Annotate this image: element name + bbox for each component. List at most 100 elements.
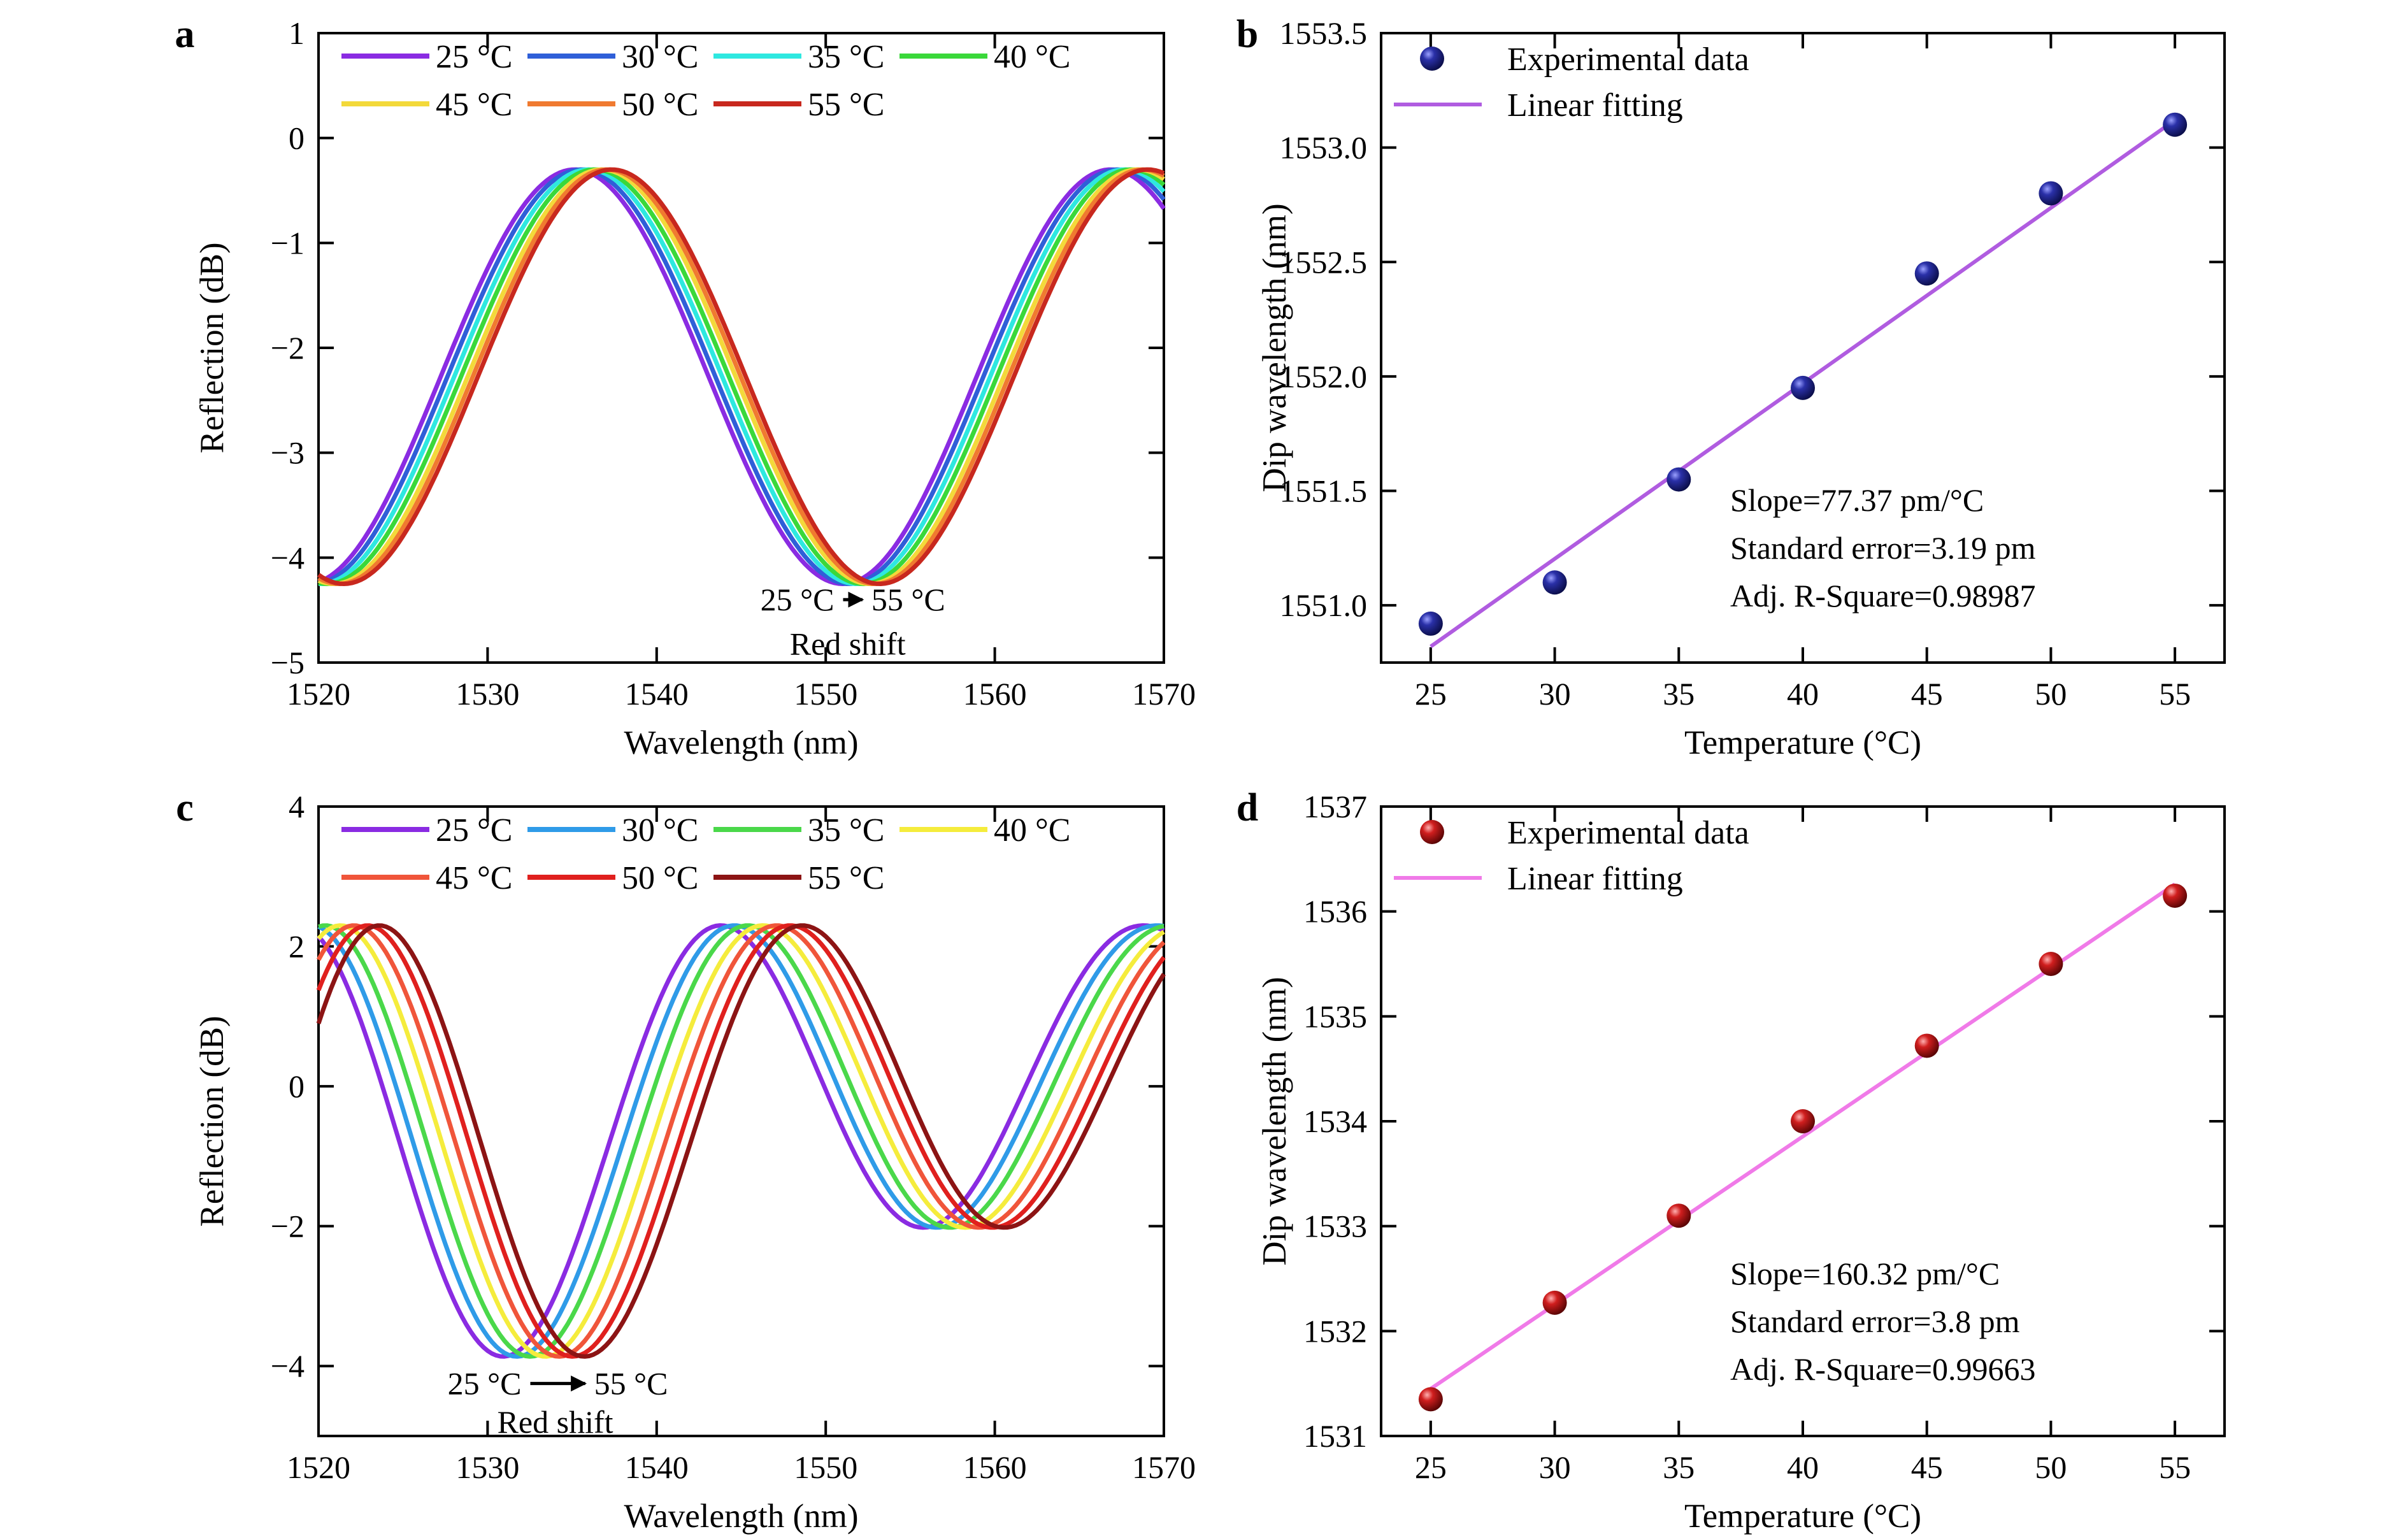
y-tick-label: −4 [271,1348,305,1384]
legend-label: 25 °C [436,39,512,75]
legend-label: 55 °C [808,860,884,896]
x-tick-label: 25 [1415,1449,1447,1485]
legend-marker [1420,47,1444,71]
data-point [2039,181,2063,206]
x-tick-label: 45 [1911,1449,1943,1485]
series-line-35c [319,167,1166,586]
data-point [1666,1203,1691,1228]
x-tick-label: 40 [1787,1449,1819,1485]
shift-end-label: 55 °C [594,1366,668,1402]
y-tick-label: 1533 [1303,1209,1367,1244]
fit-stats-line: Standard error=3.19 pm [1730,530,2036,566]
y-axis-title: Dip wavelength (nm) [1256,203,1293,492]
series-line-50c [317,167,1165,586]
y-tick-label: −3 [271,435,305,471]
y-axis-title: Reflection (dB) [194,242,231,453]
y-tick-label: 2 [289,929,305,965]
data-point [1791,1109,1815,1133]
legend-label: 50 °C [622,860,698,896]
panel-letter: b [1236,13,1258,56]
y-tick-label: 1532 [1303,1313,1367,1349]
y-tick-label: 1553.5 [1280,15,1368,51]
panel-d: d 25 30 35 40 45 50 55 1531 1532 1533 1534 1535 1536 1… [1236,786,2226,1535]
y-tick-label: 1551.5 [1280,473,1368,509]
x-axis-title: Temperature (°C) [1684,724,1921,761]
x-tick-label: 25 [1415,676,1447,712]
y-tick-label: −5 [271,645,305,680]
data-point [1542,1290,1567,1315]
y-axis-title: Reflection (dB) [194,1016,231,1226]
legend-label-fit: Linear fitting [1507,861,1683,897]
y-tick-label: 0 [289,1068,305,1104]
y-tick-label: −2 [271,1209,305,1244]
y-tick-label: −2 [271,330,305,366]
y-tick-label: 1552.0 [1280,359,1368,394]
x-tick-label: 1540 [625,676,689,712]
legend-label: 55 °C [808,87,884,123]
panel-a: a 1520 1530 1540 1550 1560 1570 −5 −4 −3 −2 −1 0 1 Wav… [175,13,1196,761]
data-point [1791,375,1815,400]
x-tick-label: 35 [1663,1449,1695,1485]
y-tick-label: 1536 [1303,894,1367,929]
x-tick-label: 1560 [963,1449,1027,1485]
x-tick-label: 1560 [963,676,1027,712]
shift-end-label: 55 °C [871,582,945,617]
data-point [1914,261,1939,286]
x-tick-label: 45 [1911,676,1943,712]
data-point [1542,570,1567,595]
y-tick-label: 1 [289,15,305,51]
data-point [2163,883,2188,908]
plot-area-frame [317,805,1165,1437]
x-tick-label: 1550 [794,676,857,712]
y-tick-label: 0 [289,120,305,156]
legend-label: 35 °C [808,39,884,75]
legend-label: 45 °C [436,860,512,896]
x-axis-title: Wavelength (nm) [624,724,858,761]
x-tick-label: 1530 [455,1449,519,1485]
series-line-40c [317,923,1165,1359]
y-tick-label: 1534 [1303,1103,1367,1139]
legend-marker [1420,820,1444,844]
x-tick-label: 35 [1663,676,1695,712]
series-line-25c [317,167,1166,586]
y-tick-label: 1553.0 [1280,130,1368,166]
legend-label-fit: Linear fitting [1507,87,1683,124]
x-tick-label: 1530 [455,676,519,712]
data-point [2163,112,2188,137]
panel-b: b 25 30 35 40 45 50 55 1551.0 1551.5 1552.0 1552.5 1… [1236,13,2226,761]
legend-label: 35 °C [808,812,884,849]
x-tick-label: 50 [2035,1449,2067,1485]
legend-label: 30 °C [622,39,698,75]
legend-label: 40 °C [994,39,1070,75]
data-point [1666,467,1691,492]
panel-letter: d [1236,786,1258,829]
x-tick-label: 1520 [287,1449,350,1485]
legend-label: 45 °C [436,87,512,123]
y-tick-label: 4 [289,789,305,824]
data-point [1914,1033,1939,1058]
plot-area-frame [1380,32,2226,664]
shift-start-label: 25 °C [761,582,835,617]
y-tick-label: 1535 [1303,998,1367,1034]
x-tick-label: 50 [2035,676,2067,712]
panel-letter: c [176,786,194,829]
series-line-55c [317,167,1165,586]
legend-label: 25 °C [436,812,512,849]
y-axis-title: Dip wavelength (nm) [1256,977,1293,1265]
fit-stats-line: Standard error=3.8 pm [1730,1303,2020,1339]
fit-stats-line: Slope=77.37 pm/°C [1730,482,1984,518]
y-tick-label: 1531 [1303,1418,1367,1454]
y-tick-label: 1537 [1303,789,1367,824]
x-tick-label: 1570 [1132,1449,1196,1485]
fit-stats-line: Slope=160.32 pm/°C [1730,1256,2000,1291]
series-line-30c [317,923,1165,1359]
data-point [1418,611,1443,636]
x-tick-label: 30 [1539,676,1571,712]
red-shift-caption: Red shift [790,626,906,661]
y-tick-label: −4 [271,540,305,575]
x-axis-title: Temperature (°C) [1684,1498,1921,1535]
series-line-40c [318,167,1166,586]
legend-label-scatter: Experimental data [1507,41,1749,78]
series-line-25c [317,923,1165,1359]
